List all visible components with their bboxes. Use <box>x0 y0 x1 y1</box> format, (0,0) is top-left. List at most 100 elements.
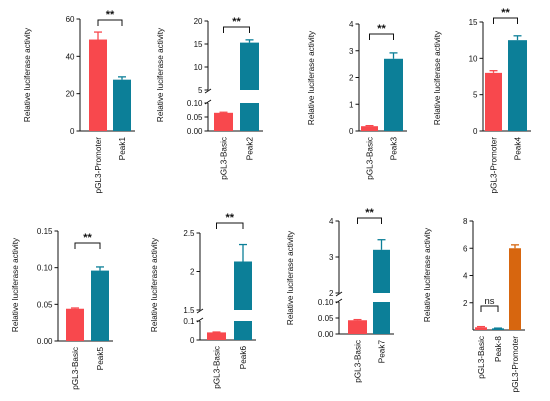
significance-bracket <box>97 19 123 26</box>
significance-bracket <box>357 217 382 224</box>
y-tick-label: 4 <box>329 217 334 226</box>
y-tick-label: 10 <box>469 54 478 63</box>
bar <box>207 332 226 340</box>
chart-panel-3: Relative luciferase activity 0 1 2 3 4 pGL3-Ba… <box>307 20 407 180</box>
y-tick-label: 0 <box>70 127 75 136</box>
y-tick-label: 0.00 <box>37 337 53 346</box>
bar <box>214 112 233 131</box>
significance-bracket <box>369 33 394 40</box>
bar <box>509 248 521 330</box>
axis-break-mark <box>335 291 343 297</box>
significance-bracket <box>493 17 518 24</box>
y-axis-label: Relative luciferase activity <box>23 27 32 122</box>
axis-break-mark <box>204 88 212 94</box>
chart-panel-1: Relative luciferase activity 0 20 40 60 pGL3-… <box>23 9 135 193</box>
bar <box>348 320 367 334</box>
bar <box>91 270 109 341</box>
x-tick-label: Peak6 <box>239 346 248 370</box>
y-tick-label: 8 <box>463 217 468 226</box>
y-tick-label: 60 <box>66 15 75 24</box>
y-tick-label: 20 <box>194 17 203 26</box>
bar <box>66 308 84 341</box>
y-axis-label: Relative luciferase activity <box>150 237 159 332</box>
y-tick-label: 2.5 <box>183 229 195 238</box>
x-tick-label: Peak4 <box>514 137 523 161</box>
x-tick-label: Peak-8 <box>494 336 503 362</box>
y-tick-label: 2 <box>349 74 354 83</box>
y-tick-label: 6 <box>463 244 468 253</box>
y-tick-label: 0.00 <box>187 127 203 136</box>
y-tick-label: 40 <box>66 52 75 61</box>
bar <box>373 302 390 334</box>
significance-bracket <box>480 305 499 312</box>
x-tick-label: pGL3-Basic <box>477 336 486 379</box>
chart-panel-4: Relative luciferase activity 0 5 10 15 pGL3-P… <box>433 7 531 193</box>
y-tick-label: 3 <box>329 253 334 262</box>
y-tick-label: 2 <box>329 289 334 298</box>
chart-panel-5: Relative luciferase activity 0.00 0.05 0.10… <box>11 227 113 390</box>
y-tick-label: 0.10 <box>318 298 334 307</box>
y-tick-label: 2 <box>463 299 468 308</box>
y-axis-label: Relative luciferase activity <box>156 27 165 122</box>
y-tick-label: 15 <box>194 40 203 49</box>
y-tick-label: 0.10 <box>187 99 203 108</box>
y-tick-label: 0.05 <box>187 113 203 122</box>
y-tick-label: 5 <box>198 86 203 95</box>
y-tick-label: 0.05 <box>37 300 53 309</box>
y-tick-label: 1.5 <box>183 306 195 315</box>
chart-panel-6: Relative luciferase activity 0 0.1 1.5 2 2.5 p… <box>150 212 256 389</box>
y-tick-label: 2 <box>190 268 195 277</box>
y-tick-label: 20 <box>66 90 75 99</box>
significance-label: ** <box>377 23 386 35</box>
x-tick-label: pGL3-Basic <box>220 137 229 180</box>
bar <box>234 261 252 310</box>
bar <box>240 42 259 90</box>
x-tick-label: pGL3-Promoter <box>490 137 499 194</box>
bar <box>240 103 259 131</box>
chart-panel-7: Relative luciferase activity 0.00 0.05 0.10… <box>286 207 394 383</box>
x-tick-label: pGL3-Promoter <box>94 137 103 194</box>
y-axis-label: Relative luciferase activity <box>433 30 442 125</box>
x-tick-label: Peak5 <box>96 347 105 371</box>
x-tick-label: pGL3-Basic <box>71 347 80 390</box>
y-tick-label: 0.10 <box>37 264 53 273</box>
y-tick-label: 5 <box>473 91 478 100</box>
bar <box>475 327 487 330</box>
bar <box>485 72 502 131</box>
bar <box>508 40 527 131</box>
y-tick-label: 3 <box>349 47 354 56</box>
y-tick-label: 4 <box>463 272 468 281</box>
significance-bracket <box>216 222 244 229</box>
y-tick-label: 4 <box>349 20 354 29</box>
significance-label: ** <box>106 9 115 21</box>
y-axis-label: Relative luciferase activity <box>11 237 20 332</box>
x-tick-label: pGL3-Basic <box>213 346 222 389</box>
y-tick-label: 0 <box>349 127 354 136</box>
y-tick-label: 0.00 <box>318 330 334 339</box>
y-tick-label: 0 <box>190 336 195 345</box>
x-tick-label: Peak3 <box>390 137 399 161</box>
y-tick-label: 1 <box>349 100 354 109</box>
bar <box>384 58 403 131</box>
bar <box>234 321 252 340</box>
y-tick-label: 10 <box>194 63 203 72</box>
y-tick-label: 0.1 <box>183 317 195 326</box>
y-axis-label: Relative luciferase activity <box>423 227 432 322</box>
axis-break-mark <box>196 308 204 314</box>
significance-bracket <box>74 242 101 249</box>
bar <box>361 126 378 131</box>
x-tick-label: pGL3-Promoter <box>511 336 520 393</box>
x-tick-label: pGL3-Basic <box>354 340 363 383</box>
chart-panel-8: Relative luciferase activity 2 4 6 8 pGL3-Bas… <box>423 217 525 392</box>
x-tick-label: Peak7 <box>378 340 387 364</box>
significance-label: ** <box>225 212 234 224</box>
y-axis-label: Relative luciferase activity <box>286 230 295 325</box>
significance-label: ** <box>501 7 510 19</box>
bar <box>492 328 504 330</box>
y-axis-label: Relative luciferase activity <box>307 30 316 125</box>
x-tick-label: pGL3-Basic <box>366 137 375 180</box>
y-tick-label: 0.05 <box>318 314 334 323</box>
significance-label: ** <box>232 16 241 28</box>
significance-label: ** <box>83 232 92 244</box>
